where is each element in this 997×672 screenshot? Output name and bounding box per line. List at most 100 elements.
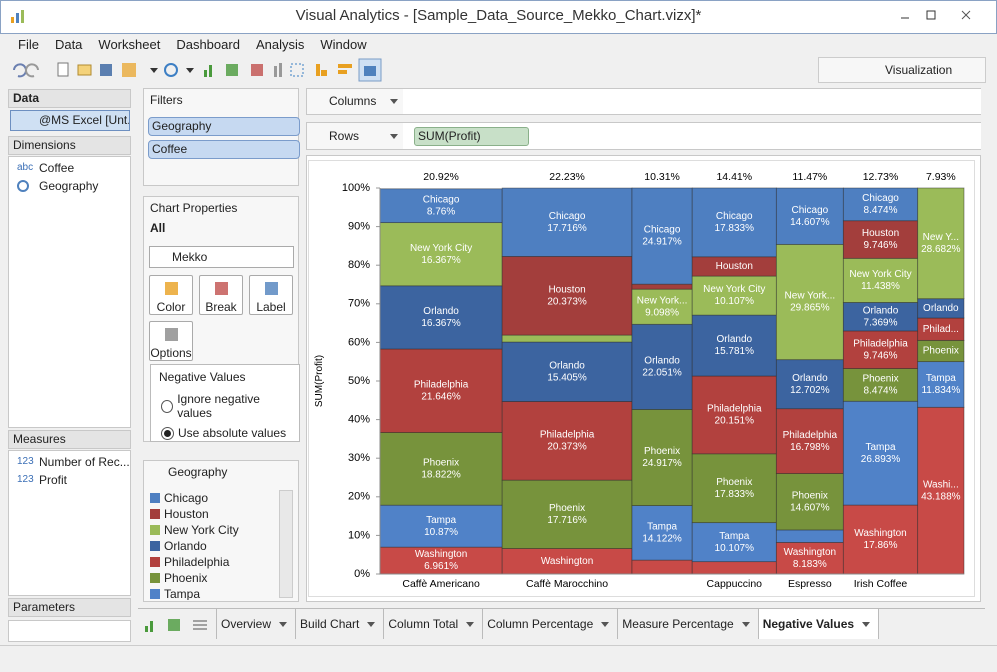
y-tick-label: 50% [348,375,370,387]
segment-value-label: 8.474% [864,386,898,397]
window-controls[interactable] [890,6,990,26]
segment [691,522,777,563]
legend-item[interactable]: Chicago [150,490,278,506]
legend-item[interactable]: Houston [150,506,278,522]
tab[interactable]: Column Percentage [483,609,619,639]
segment [691,561,777,575]
legend-item[interactable]: Phoenix [150,570,278,586]
tab[interactable]: Overview [217,609,297,639]
segment-value-label: 20.151% [715,416,755,427]
menu-item[interactable]: Dashboard [176,37,240,52]
visualization-button[interactable]: Visualization [818,57,986,83]
legend-label: Philadelphia [164,555,230,569]
legend-label: New York City [164,523,239,537]
legend-label: Orlando [164,539,207,553]
segment [631,323,693,410]
segment-value-label: 16.798% [790,442,830,453]
legend-item[interactable]: Philadelphia [150,554,278,570]
segment [501,401,633,481]
measures-header: Measures [8,430,131,449]
field-item[interactable]: abc Coffee [9,159,130,177]
segment-value-label: 20.373% [547,296,587,307]
property-button[interactable]: Color [149,275,193,315]
segment-label: Philadelphia [540,429,595,440]
segment-label: Orlando [923,303,959,314]
legend-label: Houston [164,507,209,521]
segment-label: Tampa [719,531,749,542]
dropdown-arrow[interactable] [862,621,871,627]
field-label: Profit [39,473,68,487]
field-item[interactable]: 123 Profit [9,471,130,489]
parameters-input[interactable] [8,620,131,642]
scrollbar[interactable] [279,490,293,598]
segment [691,187,777,258]
filter-pill[interactable]: Coffee [148,140,300,159]
dropdown-arrow[interactable] [601,621,610,627]
property-button[interactable]: Break [199,275,243,315]
legend-item[interactable]: Orlando [150,538,278,554]
property-button[interactable]: Label [249,275,293,315]
parameters-header: Parameters [8,598,131,617]
scope: All [150,221,166,235]
rows-pill[interactable]: SUM(Profit) [414,127,529,146]
tab[interactable]: Measure Percentage [618,609,759,639]
segment-label: Tampa [647,521,677,532]
segment-label: Washington [415,549,467,560]
segment-value-label: 11.834% [921,385,960,396]
header-label: Parameters [13,600,76,614]
segment-value-label: 6.961% [424,561,458,572]
segment-label: Philad... [923,324,959,335]
tab-label: Column Total [388,617,459,631]
tab[interactable]: Build Chart [296,609,385,639]
segment-value-label: 16.367% [421,255,461,266]
menu-item[interactable]: Data [54,37,83,52]
menu-item[interactable]: Window [320,37,367,52]
field-item[interactable]: 123 Number of Rec... [9,453,130,471]
segment-label: Chicago [862,193,899,204]
legend-item[interactable]: Tampa [150,586,278,600]
legend-panel: Geography Chicago Houston New York City Orl… [143,460,299,602]
radio-option[interactable]: Ignore negative values [151,389,299,423]
tab[interactable]: Column Total [384,609,484,639]
dropdown-arrow[interactable] [390,134,398,139]
filters-title: Filters [150,93,183,107]
segment [631,409,693,506]
chart-type-dropdown[interactable]: Mekko [149,246,294,268]
dropdown-arrow[interactable] [279,621,288,627]
data-header: Data [8,89,131,108]
dropdown-arrow[interactable] [466,621,475,627]
property-button[interactable]: Options [149,321,193,361]
dropdown-arrow[interactable] [741,621,750,627]
legend-item[interactable]: New York City [150,522,278,538]
menu-item[interactable]: File [18,37,39,52]
radio-button[interactable] [161,399,174,413]
dropdown-arrow[interactable] [390,99,398,104]
segment-label: Orlando [863,305,899,316]
menu-item[interactable]: Worksheet [98,37,161,52]
data-source[interactable]: @MS Excel [Unt... [10,110,130,131]
segment-value-label: 15.405% [547,372,587,383]
y-tick-label: 40% [348,414,370,426]
segment-label: Washington [541,556,593,567]
segment-value-label: 22.051% [642,367,682,378]
legend-swatch [150,525,160,535]
tab-icons[interactable] [143,616,213,634]
filter-pill[interactable]: Geography [148,117,300,136]
segment-value-label: 17.86% [864,540,898,551]
radio-button[interactable] [161,426,174,440]
field-type-icon: abc [17,162,34,173]
segment-label: Washington [854,528,906,539]
radio-option[interactable]: Use absolute values [151,423,299,443]
segment [691,453,777,524]
dropdown-arrow[interactable] [367,621,376,627]
segment-label: Philadelphia [414,379,469,390]
measures-list: 123 Number of Rec... 123 Profit [8,450,131,596]
tab[interactable]: Negative Values [758,609,880,639]
segment [842,220,919,259]
menu-item[interactable]: Analysis [255,37,305,52]
segment-value-label: 10.87% [424,527,458,538]
field-item[interactable]: Geography [9,177,130,195]
column-width-label: 22.23% [549,171,585,183]
negative-values-title: Negative Values [159,370,246,384]
segment-label: Orlando [644,355,680,366]
